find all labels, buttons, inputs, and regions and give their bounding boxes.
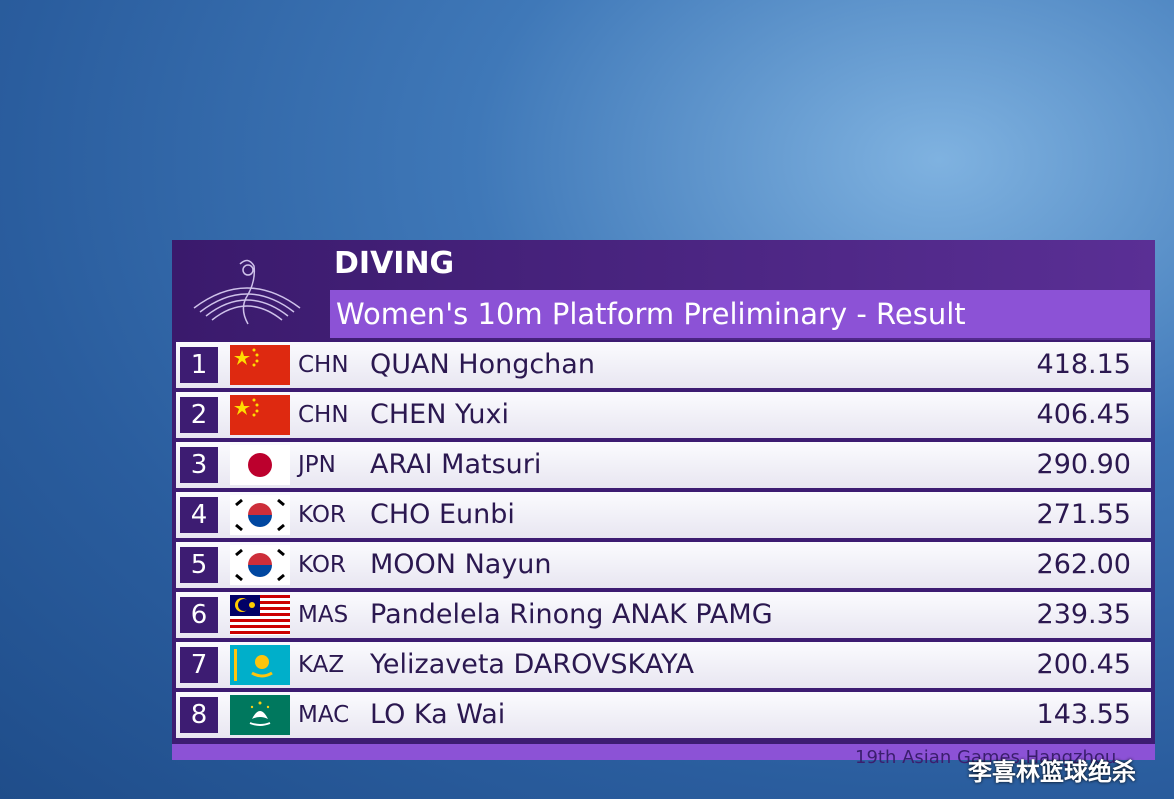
- score: 290.90: [1036, 449, 1131, 480]
- score: 200.45: [1036, 649, 1131, 680]
- flag: [230, 495, 290, 535]
- flag: [230, 345, 290, 385]
- result-row: 7 KAZ Yelizaveta DAROVSKAYA 200.45: [176, 642, 1151, 688]
- flag-icon: [230, 645, 290, 685]
- result-row: 4 KOR CHO Eunbi 271.55: [176, 492, 1151, 538]
- score: 143.55: [1036, 699, 1131, 730]
- flag: [230, 695, 290, 735]
- athlete-name: Yelizaveta DAROVSKAYA: [370, 649, 694, 680]
- result-row: 6 MAS Pandelela Rinong ANAK PAMG 239.35: [176, 592, 1151, 638]
- flag: [230, 395, 290, 435]
- watermark: 李喜林篮球绝杀: [968, 758, 1136, 786]
- header: DIVING Women's 10m Platform Preliminary …: [172, 240, 1155, 340]
- country-code: KAZ: [298, 652, 345, 678]
- athlete-name: CHEN Yuxi: [370, 399, 509, 430]
- score: 262.00: [1036, 549, 1131, 580]
- flag-icon: [230, 545, 290, 585]
- rank: 6: [180, 597, 218, 633]
- rank: 2: [180, 397, 218, 433]
- result-row: 1 CHN QUAN Hongchan 418.15: [176, 342, 1151, 388]
- athlete-name: LO Ka Wai: [370, 699, 506, 730]
- results-panel: DIVING Women's 10m Platform Preliminary …: [172, 240, 1155, 760]
- rank: 7: [180, 647, 218, 683]
- score: 271.55: [1036, 499, 1131, 530]
- flag: [230, 545, 290, 585]
- athlete-name: ARAI Matsuri: [370, 449, 542, 480]
- flag: [230, 645, 290, 685]
- athlete-name: MOON Nayun: [370, 549, 552, 580]
- flag-icon: [230, 395, 290, 435]
- country-code: CHN: [298, 352, 349, 378]
- flag-icon: [230, 695, 290, 735]
- footer-text: 19th Asian Games Hangzhou: [855, 747, 1117, 768]
- event-title: Women's 10m Platform Preliminary - Resul…: [330, 290, 1150, 338]
- sport: DIVING: [334, 246, 455, 281]
- result-row: 3 JPN ARAI Matsuri 290.90: [176, 442, 1151, 488]
- rank: 8: [180, 697, 218, 733]
- athlete-name: QUAN Hongchan: [370, 349, 595, 380]
- athlete-name: Pandelela Rinong ANAK PAMG: [370, 599, 773, 630]
- country-code: MAC: [298, 702, 350, 728]
- flag: [230, 595, 290, 635]
- rank: 3: [180, 447, 218, 483]
- footer-bar: [172, 744, 1155, 760]
- rank: 1: [180, 347, 218, 383]
- score: 406.45: [1036, 399, 1131, 430]
- flag-icon: [230, 495, 290, 535]
- logo: [193, 259, 301, 325]
- country-code: KOR: [298, 552, 346, 578]
- flag-icon: [230, 445, 290, 485]
- flag-icon: [230, 345, 290, 385]
- result-row: 8 MAC LO Ka Wai 143.55: [176, 692, 1151, 738]
- flag: [230, 445, 290, 485]
- score: 239.35: [1036, 599, 1131, 630]
- rank: 4: [180, 497, 218, 533]
- country-code: KOR: [298, 502, 346, 528]
- result-row: 5 KOR MOON Nayun 262.00: [176, 542, 1151, 588]
- country-code: MAS: [298, 602, 349, 628]
- score: 418.15: [1036, 349, 1131, 380]
- country-code: JPN: [298, 452, 336, 478]
- rank: 5: [180, 547, 218, 583]
- athlete-name: CHO Eunbi: [370, 499, 515, 530]
- flag-icon: [230, 595, 290, 635]
- result-row: 2 CHN CHEN Yuxi 406.45: [176, 392, 1151, 438]
- country-code: CHN: [298, 402, 349, 428]
